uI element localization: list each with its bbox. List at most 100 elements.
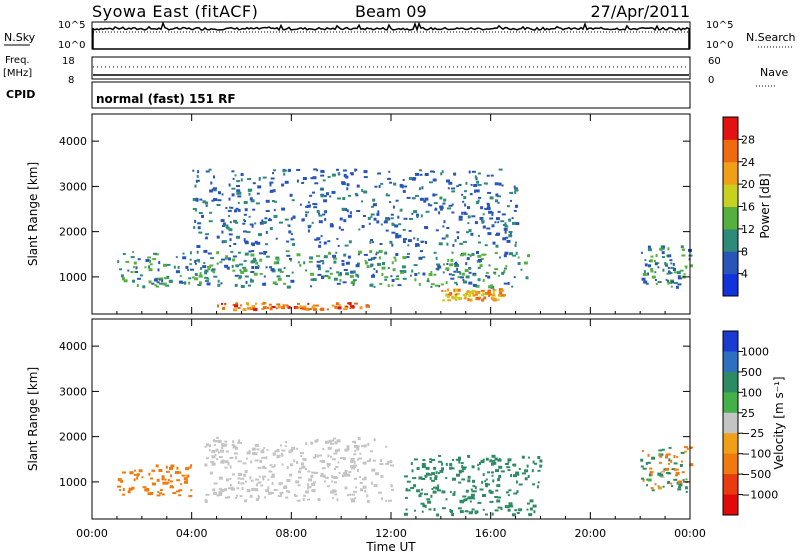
velocity-cell bbox=[391, 489, 394, 491]
velocity-cell bbox=[146, 488, 150, 491]
velocity-cell bbox=[485, 513, 488, 516]
power-cell bbox=[232, 177, 235, 180]
velocity-cell bbox=[330, 442, 334, 445]
velocity-cell bbox=[682, 479, 685, 481]
power-cell bbox=[411, 197, 416, 200]
power-cell bbox=[271, 200, 275, 202]
power-cell bbox=[402, 240, 406, 244]
power-cell bbox=[659, 247, 663, 251]
power-cell bbox=[290, 233, 293, 236]
power-cell bbox=[288, 225, 291, 227]
power-cell bbox=[441, 170, 444, 174]
velocity-cell bbox=[213, 482, 218, 485]
velocity-cell bbox=[230, 487, 235, 491]
power-cell bbox=[305, 213, 308, 217]
power-cell bbox=[497, 221, 500, 224]
velocity-cell bbox=[289, 473, 293, 477]
power-cell bbox=[248, 188, 253, 192]
power-cell bbox=[257, 264, 260, 268]
power-cell bbox=[157, 268, 160, 272]
velocity-cell bbox=[469, 500, 472, 503]
power-cell bbox=[342, 169, 347, 172]
power-cell bbox=[204, 269, 209, 273]
power-cell bbox=[471, 252, 475, 256]
time-axis-label: Time UT bbox=[365, 540, 416, 554]
velocity-cell bbox=[426, 473, 431, 476]
velocity-cell bbox=[158, 469, 163, 472]
velocity-cell bbox=[421, 478, 426, 480]
power-cell bbox=[228, 183, 231, 187]
power-cell bbox=[287, 305, 291, 309]
velocity-cell bbox=[167, 481, 170, 484]
velocity-cell bbox=[471, 465, 475, 469]
power-cell bbox=[305, 205, 309, 208]
velocity-cell bbox=[413, 484, 417, 488]
power-cell bbox=[371, 205, 374, 208]
power-cell bbox=[236, 189, 241, 193]
velocity-cell bbox=[271, 481, 274, 485]
power-cell bbox=[435, 229, 439, 232]
power-cell bbox=[256, 192, 260, 195]
velocity-cell bbox=[459, 510, 464, 514]
power-cell bbox=[402, 228, 406, 231]
power-cell bbox=[308, 308, 313, 310]
power-cell bbox=[511, 217, 514, 220]
velocity-cell bbox=[497, 506, 502, 509]
power-cell bbox=[641, 277, 646, 281]
power-cell bbox=[220, 219, 225, 223]
power-cell bbox=[209, 189, 214, 193]
velocity-cell bbox=[225, 450, 229, 453]
power-cell bbox=[355, 264, 360, 268]
power-cell bbox=[494, 268, 499, 271]
power-cell bbox=[285, 250, 290, 253]
velocity-cell bbox=[307, 498, 310, 501]
power-cell bbox=[497, 195, 501, 198]
power-cell bbox=[313, 206, 318, 209]
power-cell bbox=[490, 284, 494, 288]
power-cell bbox=[136, 284, 139, 288]
power-y-tick-label: 2000 bbox=[59, 226, 87, 239]
velocity-cell bbox=[220, 449, 225, 453]
power-cell bbox=[377, 210, 380, 214]
power-cell bbox=[243, 259, 247, 262]
velocity-cell bbox=[416, 467, 420, 470]
velocity-cell bbox=[257, 495, 260, 499]
velocity-cell bbox=[236, 487, 240, 490]
power-cell bbox=[344, 306, 348, 310]
velocity-cell bbox=[335, 449, 338, 453]
velocity-cell bbox=[433, 508, 436, 511]
velocity-cell bbox=[464, 510, 469, 513]
power-cell bbox=[451, 187, 456, 190]
velocity-cell bbox=[310, 474, 314, 478]
power-cell bbox=[391, 284, 394, 287]
power-cell bbox=[157, 281, 160, 284]
power-cell bbox=[345, 305, 349, 308]
power-cell bbox=[467, 298, 470, 302]
power-cell bbox=[224, 303, 227, 306]
power-cell bbox=[384, 278, 388, 281]
velocity-cell bbox=[330, 490, 335, 494]
velocity-cell bbox=[214, 454, 217, 457]
velocity-cell bbox=[372, 459, 376, 462]
power-cell bbox=[331, 190, 336, 194]
power-cell bbox=[462, 252, 467, 256]
power-cell bbox=[335, 251, 338, 254]
velocity-cell bbox=[351, 467, 355, 470]
power-cell bbox=[292, 243, 296, 246]
power-cell bbox=[402, 270, 407, 274]
velocity-cell bbox=[428, 508, 432, 511]
power-cell bbox=[469, 254, 472, 258]
power-cell bbox=[189, 258, 192, 261]
power-cell bbox=[416, 237, 419, 241]
power-cell bbox=[476, 251, 479, 254]
power-cell bbox=[404, 185, 408, 188]
power-cell bbox=[327, 240, 331, 243]
velocity-cell bbox=[471, 490, 475, 493]
power-cell bbox=[397, 215, 400, 219]
power-cell bbox=[324, 210, 328, 214]
power-cell bbox=[340, 228, 344, 231]
velocity-cell bbox=[482, 458, 485, 461]
velocity-cell bbox=[673, 462, 678, 465]
power-cell bbox=[644, 263, 648, 267]
velocity-cell bbox=[268, 470, 273, 473]
